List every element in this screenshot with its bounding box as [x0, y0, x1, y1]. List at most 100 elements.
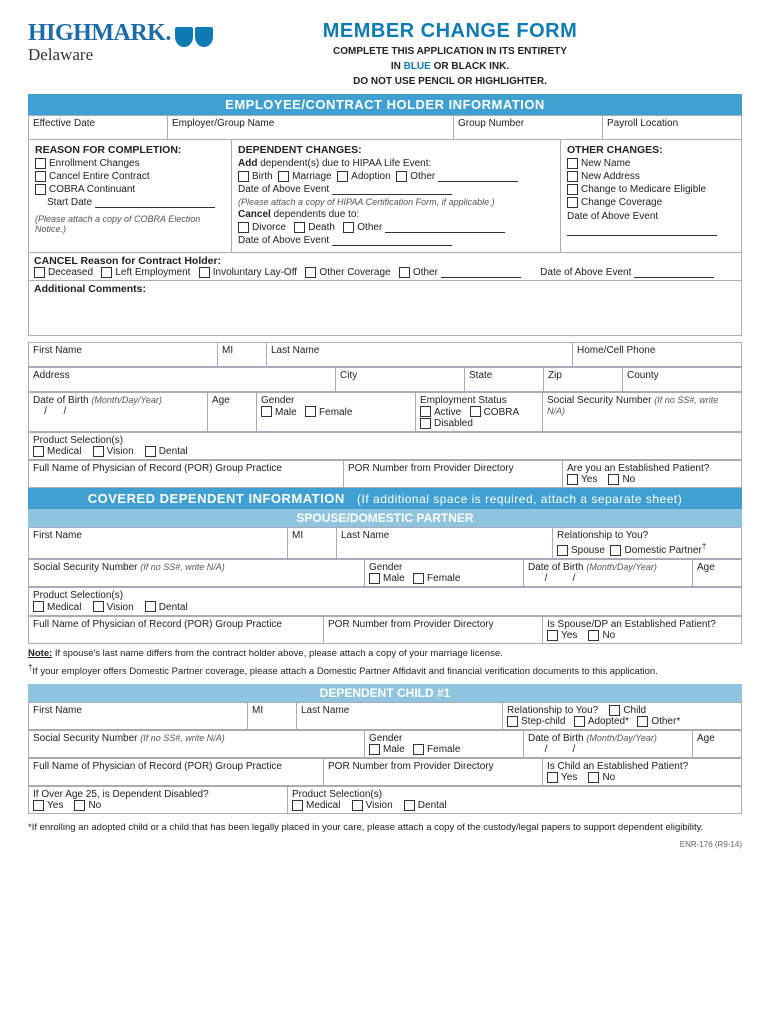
title-line2: IN BLUE OR BLACK INK. — [218, 60, 682, 73]
cb-new-address[interactable]: New Address — [567, 171, 735, 182]
cell-ssn[interactable]: Social Security Number (If no SS#, write… — [543, 393, 742, 431]
cb-sp-male[interactable]: Male — [369, 573, 405, 584]
cb-ch-female[interactable]: Female — [413, 744, 460, 755]
cell-zip[interactable]: Zip — [544, 368, 623, 392]
cb-divorce[interactable]: Divorce — [238, 222, 286, 233]
cell-payroll[interactable]: Payroll Location — [603, 116, 742, 140]
start-date-line[interactable]: Start Date — [47, 197, 225, 208]
cell-phone[interactable]: Home/Cell Phone — [573, 343, 742, 367]
cb-medicare[interactable]: Change to Medicare Eligible — [567, 184, 735, 195]
sp-por[interactable]: Full Name of Physician of Record (POR) G… — [29, 616, 324, 643]
cb-coverage[interactable]: Change Coverage — [567, 197, 735, 208]
cell-state[interactable]: State — [465, 368, 544, 392]
cb-other-cancel[interactable]: Other — [343, 222, 382, 233]
cb-other-add[interactable]: Other — [396, 171, 435, 182]
cell-por-num[interactable]: POR Number from Provider Directory — [344, 460, 563, 487]
hipaa-note: (Please attach a copy of HIPAA Certifica… — [238, 197, 554, 207]
cell-effective-date[interactable]: Effective Date — [29, 116, 168, 140]
title-line1: COMPLETE THIS APPLICATION IN ITS ENTIRET… — [218, 45, 682, 58]
cell-age[interactable]: Age — [208, 393, 257, 431]
cell-group-number[interactable]: Group Number — [454, 116, 603, 140]
cb-sp-medical[interactable]: Medical — [33, 602, 81, 613]
cb-ch-dental[interactable]: Dental — [404, 800, 447, 811]
cb-marriage[interactable]: Marriage — [278, 171, 331, 182]
cb-sp-est-yes[interactable]: Yes — [547, 630, 577, 641]
cb-rel-other[interactable]: Other* — [637, 716, 680, 727]
date-above-cancel[interactable]: Date of Above Event — [238, 235, 554, 246]
cb-deceased[interactable]: Deceased — [34, 267, 93, 278]
date-above-other[interactable]: Date of Above Event — [567, 211, 735, 222]
cell-mi[interactable]: MI — [218, 343, 267, 367]
cell-address[interactable]: Address — [29, 368, 336, 392]
cb-cobra-status[interactable]: COBRA — [470, 407, 520, 418]
cb-rel-spouse[interactable]: Spouse — [557, 545, 605, 556]
cb-other-coverage[interactable]: Other Coverage — [305, 267, 390, 278]
sp-last[interactable]: Last Name — [337, 527, 553, 558]
spouse-ssn-row: Social Security Number (If no SS#, write… — [28, 559, 742, 587]
form-title: MEMBER CHANGE FORM — [218, 20, 682, 43]
cb-death[interactable]: Death — [294, 222, 335, 233]
other-changes-col: OTHER CHANGES: New Name New Address Chan… — [561, 140, 741, 252]
cell-county[interactable]: County — [623, 368, 742, 392]
ch-por-num[interactable]: POR Number from Provider Directory — [324, 759, 543, 786]
cell-city[interactable]: City — [336, 368, 465, 392]
employee-top-row: Effective Date Employer/Group Name Group… — [28, 115, 742, 140]
ch-first[interactable]: First Name — [29, 702, 248, 729]
cb-ch-medical[interactable]: Medical — [292, 800, 340, 811]
cb-disabled[interactable]: Disabled — [420, 418, 473, 429]
ch-por[interactable]: Full Name of Physician of Record (POR) G… — [29, 759, 324, 786]
cell-first[interactable]: First Name — [29, 343, 218, 367]
ch-mi[interactable]: MI — [248, 702, 297, 729]
sp-por-num[interactable]: POR Number from Provider Directory — [324, 616, 543, 643]
cb-over25-no[interactable]: No — [74, 800, 101, 811]
sp-age[interactable]: Age — [693, 560, 742, 587]
cb-birth[interactable]: Birth — [238, 171, 273, 182]
cb-ch-est-yes[interactable]: Yes — [547, 772, 577, 783]
cb-rel-step[interactable]: Step-child — [507, 716, 565, 727]
ch-ssn[interactable]: Social Security Number (If no SS#, write… — [29, 730, 365, 757]
ch-last[interactable]: Last Name — [297, 702, 503, 729]
ch-est: Is Child an Established Patient? Yes No — [543, 759, 742, 786]
cb-cancel-contract[interactable]: Cancel Entire Contract — [35, 171, 225, 182]
sp-mi[interactable]: MI — [288, 527, 337, 558]
ch-product: Product Selection(s) Medical Vision Dent… — [288, 787, 742, 814]
cb-sp-female[interactable]: Female — [413, 573, 460, 584]
cell-employer-group[interactable]: Employer/Group Name — [168, 116, 454, 140]
cb-cancel-other[interactable]: Other — [399, 267, 438, 278]
cb-male[interactable]: Male — [261, 407, 297, 418]
cb-ch-male[interactable]: Male — [369, 744, 405, 755]
cb-female[interactable]: Female — [305, 407, 352, 418]
cb-rel-adopted[interactable]: Adopted* — [574, 716, 629, 727]
cb-layoff[interactable]: Involuntary Lay-Off — [199, 267, 297, 278]
cb-sp-vision[interactable]: Vision — [93, 602, 134, 613]
ch-age[interactable]: Age — [693, 730, 742, 757]
cell-por[interactable]: Full Name of Physician of Record (POR) G… — [29, 460, 344, 487]
cb-rel-dp[interactable]: Domestic Partner — [610, 545, 701, 556]
sp-dob[interactable]: Date of Birth (Month/Day/Year) / / — [524, 560, 693, 587]
cell-dob[interactable]: Date of Birth (Month/Day/Year) / / — [29, 393, 208, 431]
sp-ssn[interactable]: Social Security Number (If no SS#, write… — [29, 560, 365, 587]
cb-enrollment[interactable]: Enrollment Changes — [35, 158, 225, 169]
cell-last[interactable]: Last Name — [267, 343, 573, 367]
cb-left-employment[interactable]: Left Employment — [101, 267, 190, 278]
cb-dental[interactable]: Dental — [145, 446, 188, 457]
cb-medical[interactable]: Medical — [33, 446, 81, 457]
cb-cobra[interactable]: COBRA Continuant — [35, 184, 225, 195]
cb-adoption[interactable]: Adoption — [337, 171, 390, 182]
cb-over25-yes[interactable]: Yes — [33, 800, 63, 811]
sp-first[interactable]: First Name — [29, 527, 288, 558]
cb-est-yes[interactable]: Yes — [567, 474, 597, 485]
sp-product: Product Selection(s) Medical Vision Dent… — [29, 588, 742, 615]
cb-sp-dental[interactable]: Dental — [145, 602, 188, 613]
cb-sp-est-no[interactable]: No — [588, 630, 615, 641]
cb-ch-vision[interactable]: Vision — [352, 800, 393, 811]
ch-dob[interactable]: Date of Birth (Month/Day/Year) / / — [524, 730, 693, 757]
cb-ch-est-no[interactable]: No — [588, 772, 615, 783]
additional-comments[interactable]: Additional Comments: — [28, 281, 742, 336]
date-above-add[interactable]: Date of Above Event — [238, 184, 554, 195]
cb-vision[interactable]: Vision — [93, 446, 134, 457]
cb-est-no[interactable]: No — [608, 474, 635, 485]
cb-new-name[interactable]: New Name — [567, 158, 735, 169]
cb-active[interactable]: Active — [420, 407, 461, 418]
cb-rel-child[interactable]: Child — [609, 705, 646, 716]
